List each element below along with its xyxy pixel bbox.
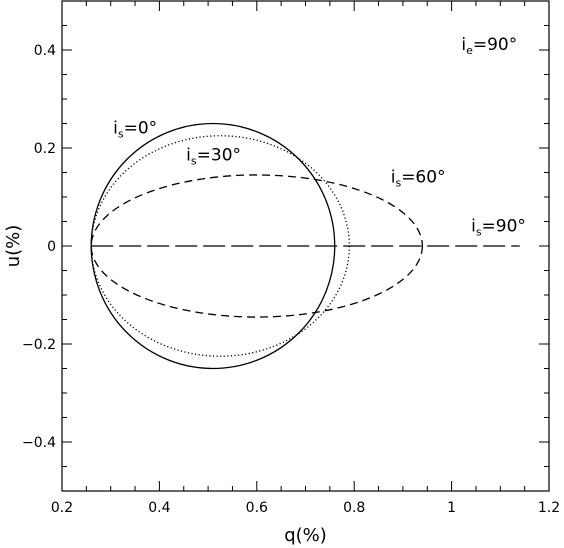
tick-labels: 0.2 0.4 0.6 0.8 1 1.2 −0.4 −0.2 0 0.2 0.4 bbox=[22, 43, 560, 516]
x-tick-label: 1.2 bbox=[538, 500, 560, 516]
y-tick-label: −0.2 bbox=[22, 337, 56, 353]
x-axis-title: q(%) bbox=[284, 525, 327, 546]
annotation-ie: ie=90° bbox=[461, 35, 517, 57]
x-tick-label: 0.6 bbox=[246, 500, 268, 516]
y-axis-title: u(%) bbox=[3, 225, 24, 268]
x-tick-label: 0.4 bbox=[148, 500, 170, 516]
y-tick-label: −0.4 bbox=[22, 435, 56, 451]
tick-marks bbox=[61, 0, 550, 492]
annotations: ie=90° is=0° is=30° is=60° is=90° bbox=[113, 35, 526, 238]
y-tick-label: 0 bbox=[47, 239, 56, 255]
y-tick-label: 0.2 bbox=[34, 141, 56, 157]
annotation-is30: is=30° bbox=[186, 145, 241, 167]
annotation-is0: is=0° bbox=[113, 118, 157, 140]
x-tick-label: 1 bbox=[447, 500, 456, 516]
x-tick-label: 0.2 bbox=[51, 500, 73, 516]
annotation-is90: is=90° bbox=[471, 216, 526, 238]
series-is60-line bbox=[90, 174, 424, 318]
y-tick-label: 0.4 bbox=[34, 43, 56, 59]
series-layer bbox=[90, 122, 520, 370]
x-tick-label: 0.8 bbox=[343, 500, 365, 516]
annotation-is60: is=60° bbox=[391, 167, 446, 189]
